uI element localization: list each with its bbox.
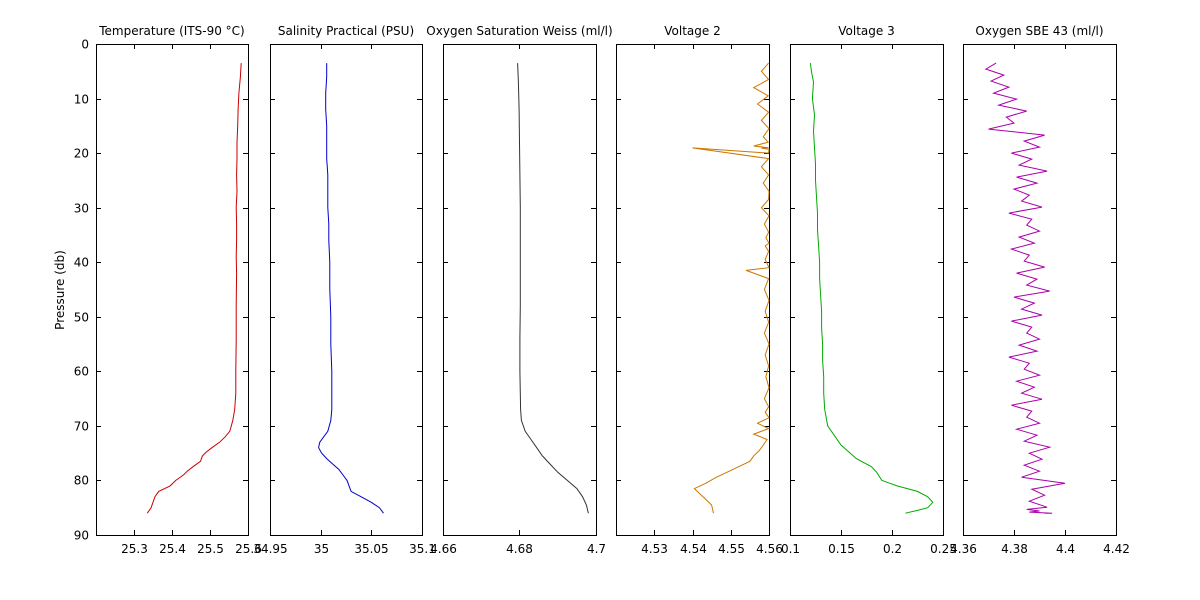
y-axis-label: Pressure (db) bbox=[53, 250, 67, 330]
y-tick-label: 30 bbox=[74, 202, 89, 216]
chart-title: Temperature (ITS-90 °C) bbox=[98, 24, 244, 38]
x-tick-label: 4.42 bbox=[1103, 542, 1130, 556]
series-line bbox=[984, 62, 1066, 514]
x-tick-label: 35.05 bbox=[354, 542, 388, 556]
y-tick-label: 0 bbox=[81, 38, 89, 52]
y-tick-label: 90 bbox=[74, 529, 89, 543]
series-line bbox=[318, 63, 384, 514]
x-tick-label: 4.7 bbox=[587, 542, 606, 556]
x-tick-label: 0.25 bbox=[930, 542, 957, 556]
plot-frame bbox=[963, 44, 1117, 536]
x-tick-label: 35.1 bbox=[409, 542, 436, 556]
chart-panel: Oxygen Saturation Weiss (ml/l) 4.66 4.68 4.… bbox=[426, 24, 612, 556]
x-tick-label: 35 bbox=[314, 542, 329, 556]
x-tick-label: 0.1 bbox=[781, 542, 800, 556]
x-tick-label: 4.56 bbox=[756, 542, 783, 556]
y-tick-label: 10 bbox=[74, 93, 89, 107]
plot-frame bbox=[270, 44, 423, 536]
x-tick-label: 25.6 bbox=[235, 542, 262, 556]
chart-panel: Voltage 3 0.1 0.15 0.2 0.25 bbox=[781, 24, 957, 556]
x-tick-label: 4.36 bbox=[950, 542, 977, 556]
series-line bbox=[692, 62, 770, 514]
y-tick-label: 80 bbox=[74, 474, 89, 488]
series-line bbox=[517, 63, 589, 514]
chart-panel: Oxygen SBE 43 (ml/l) 4.36 4.38 4.4 4.42 bbox=[950, 24, 1130, 556]
series-line bbox=[809, 63, 934, 514]
chart-panel: Salinity Practical (PSU) 34.95 35 35.05 35.1 bbox=[253, 24, 436, 556]
chart-title: Voltage 2 bbox=[664, 24, 720, 38]
chart-panel: Temperature (ITS-90 °C) 0 10 20 30 40 50 60 70 80… bbox=[74, 24, 262, 556]
x-tick-label: 34.95 bbox=[253, 542, 287, 556]
x-tick-label: 4.55 bbox=[718, 542, 745, 556]
x-tick-label: 0.15 bbox=[828, 542, 855, 556]
chart-title: Salinity Practical (PSU) bbox=[278, 24, 414, 38]
chart-title: Oxygen SBE 43 (ml/l) bbox=[975, 24, 1103, 38]
series-line bbox=[146, 63, 242, 514]
y-tick-label: 60 bbox=[74, 365, 89, 379]
x-tick-label: 0.2 bbox=[883, 542, 902, 556]
x-tick-label: 25.3 bbox=[121, 542, 148, 556]
x-tick-label: 25.5 bbox=[197, 542, 224, 556]
x-tick-label: 25.4 bbox=[159, 542, 186, 556]
x-tick-label: 4.4 bbox=[1056, 542, 1075, 556]
y-tick-label: 50 bbox=[74, 311, 89, 325]
chart-panels: Temperature (ITS-90 °C) 0 10 20 30 40 50 60 70 80… bbox=[74, 24, 1130, 556]
chart-title: Voltage 3 bbox=[838, 24, 894, 38]
x-tick-label: 4.54 bbox=[680, 542, 707, 556]
plot-frame bbox=[96, 44, 249, 536]
plot-frame bbox=[790, 44, 944, 536]
chart-panel: Voltage 2 4.53 4.54 4.55 4.56 bbox=[616, 24, 783, 556]
x-tick-label: 4.53 bbox=[641, 542, 668, 556]
y-tick-label: 40 bbox=[74, 256, 89, 270]
x-tick-label: 4.66 bbox=[430, 542, 457, 556]
y-tick-label: 20 bbox=[74, 147, 89, 161]
plot-frame bbox=[616, 44, 770, 536]
x-tick-label: 4.68 bbox=[506, 542, 533, 556]
y-tick-label: 70 bbox=[74, 420, 89, 434]
chart-title: Oxygen Saturation Weiss (ml/l) bbox=[426, 24, 612, 38]
x-tick-label: 4.38 bbox=[1001, 542, 1028, 556]
